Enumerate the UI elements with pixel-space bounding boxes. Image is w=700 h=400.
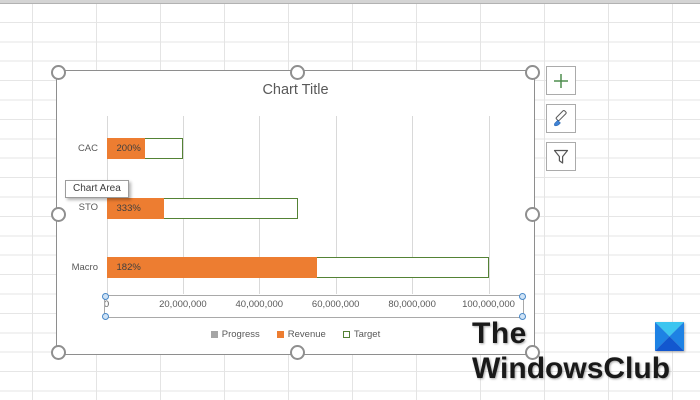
- x-axis-tick-label: 80,000,000: [388, 299, 436, 310]
- x-axis-selection[interactable]: [102, 293, 526, 320]
- chart-area-tooltip: Chart Area: [65, 180, 129, 198]
- chart-side-buttons: [546, 66, 576, 171]
- x-axis-tick-label: 60,000,000: [311, 299, 360, 310]
- revenue-bar[interactable]: 200%: [106, 138, 145, 159]
- x-axis-tick-label: 100,000,000: [462, 299, 515, 310]
- axis-handle-bottom-left[interactable]: [102, 313, 109, 320]
- plot-gridline: [412, 116, 414, 294]
- logo-text-windowsclub: WindowsClub: [472, 352, 671, 385]
- legend-swatch: [210, 331, 218, 338]
- legend-item[interactable]: Progress: [210, 329, 260, 340]
- legend-label: Target: [353, 329, 381, 340]
- category-label: Macro: [71, 261, 98, 273]
- chart-handle-top-right[interactable]: [525, 65, 540, 80]
- legend-label: Progress: [221, 329, 260, 340]
- brush-icon: [554, 109, 567, 126]
- chart-styles-button[interactable]: [546, 104, 576, 133]
- x-axis-tick-label: 40,000,000: [235, 299, 284, 310]
- chart-handle-bottom-left[interactable]: [51, 345, 66, 360]
- legend-swatch: [276, 331, 284, 338]
- chart-handle-middle-left[interactable]: [51, 206, 66, 222]
- windowsclub-logo-icon: [655, 322, 684, 351]
- chart-legend[interactable]: Progress Revenue Target: [57, 329, 534, 340]
- chart-filters-button[interactable]: [546, 142, 576, 171]
- data-label: 182%: [116, 262, 141, 273]
- category-label: STO: [78, 202, 98, 213]
- column-header-edge: [0, 0, 700, 4]
- logo-text-the: The: [472, 317, 527, 350]
- axis-handle-bottom-right[interactable]: [519, 313, 526, 320]
- plot-gridline: [488, 116, 490, 294]
- chart-handle-top-left[interactable]: [51, 65, 66, 80]
- data-label: 333%: [116, 202, 141, 214]
- chart-title[interactable]: Chart Title: [262, 82, 329, 98]
- legend-item[interactable]: Revenue: [276, 329, 326, 340]
- legend-item[interactable]: Target: [342, 329, 381, 340]
- legend-swatch: [342, 331, 350, 338]
- windowsclub-logo: The WindowsClub: [472, 318, 684, 385]
- chart-elements-button[interactable]: [546, 66, 576, 95]
- axis-handle-top-right[interactable]: [519, 293, 526, 300]
- revenue-bar[interactable]: 333%: [106, 197, 164, 219]
- plus-icon: [554, 73, 568, 88]
- plot-gridline: [335, 116, 337, 294]
- x-axis-tick-label: 20,000,000: [159, 299, 207, 310]
- legend-label: Revenue: [287, 329, 326, 340]
- revenue-bar[interactable]: 182%: [106, 257, 317, 278]
- chart-handle-bottom-right[interactable]: [525, 345, 540, 360]
- data-label: 200%: [116, 143, 141, 154]
- chart-area[interactable]: Chart Title 0 20,000,000 40,000,000 60,000,…: [51, 65, 540, 360]
- chart-handle-top-middle[interactable]: [289, 65, 305, 80]
- category-label: CAC: [77, 142, 98, 154]
- chart-handle-bottom-middle[interactable]: [289, 345, 305, 360]
- chart-handle-middle-right[interactable]: [525, 206, 540, 222]
- funnel-icon: [553, 149, 569, 164]
- axis-handle-top-left[interactable]: [102, 293, 109, 300]
- x-axis-tick-label: 0: [103, 299, 110, 310]
